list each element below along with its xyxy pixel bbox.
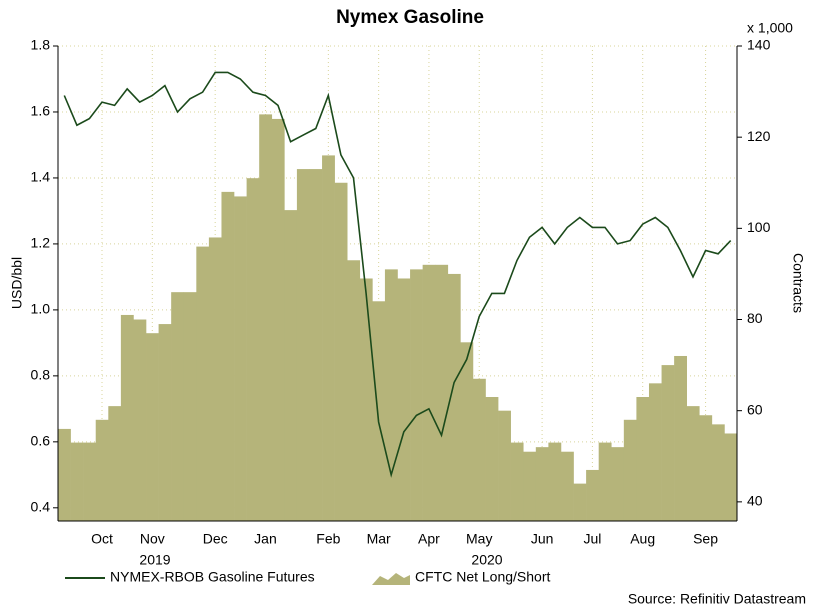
area-step [196, 246, 210, 522]
x-tick-label: Mar [367, 531, 391, 547]
y2-axis-label: Contracts [790, 253, 806, 313]
area-step [611, 447, 625, 521]
area-step [146, 333, 159, 521]
area-step [699, 415, 713, 521]
y2-unit-label: x 1,000 [747, 20, 793, 36]
area-step [435, 264, 449, 521]
area-step [447, 273, 461, 521]
area-step [523, 451, 537, 521]
y-tick-label: 1.4 [31, 169, 51, 185]
x-tick-label: May [466, 531, 492, 547]
legend-label: CFTC Net Long/Short [415, 569, 550, 585]
area-step [359, 278, 373, 521]
area-step [234, 196, 247, 521]
area-step [510, 442, 524, 521]
x-tick-label: Jan [254, 531, 277, 547]
area-step [372, 301, 386, 521]
area-step [422, 264, 436, 521]
area-step [271, 118, 285, 522]
y-tick-label: 0.8 [31, 367, 51, 383]
legend-label: NYMEX-RBOB Gasoline Futures [110, 569, 315, 585]
area-step [246, 178, 260, 521]
x-tick-label: Jun [531, 531, 554, 547]
area-step [384, 269, 398, 521]
line-series [63, 71, 732, 478]
area-step [95, 419, 109, 521]
area-step [208, 237, 222, 521]
area-step [133, 319, 147, 521]
area-step [83, 442, 97, 521]
area-step [296, 169, 310, 521]
area-step [347, 260, 361, 521]
y2-tick-label: 100 [747, 219, 771, 235]
y2-tick-label: 80 [747, 310, 763, 326]
y2-tick-label: 60 [747, 401, 763, 417]
year-label: 2019 [139, 552, 170, 568]
y2-tick-label: 40 [747, 493, 763, 509]
x-tick-label: Oct [91, 531, 113, 547]
x-tick-label: Apr [418, 531, 440, 547]
area-step [259, 114, 273, 522]
area-step [648, 383, 662, 521]
area-step [586, 469, 599, 521]
x-tick-label: Dec [203, 531, 228, 547]
area-step [183, 292, 197, 521]
area-step [472, 378, 486, 521]
area-step [322, 155, 335, 522]
area-step [598, 442, 612, 521]
x-tick-label: Jul [583, 531, 601, 547]
y-axis-label: USD/bbl [9, 257, 25, 309]
area-step [636, 397, 650, 521]
area-step [661, 365, 675, 521]
year-label: 2020 [471, 552, 502, 568]
y-tick-label: 1.6 [31, 103, 51, 119]
y2-tick-label: 120 [747, 128, 771, 144]
area-step [309, 169, 323, 521]
legend-swatch-area [372, 573, 410, 585]
x-tick-label: Sep [693, 531, 718, 547]
area-series [58, 114, 738, 522]
x-tick-label: Nov [140, 531, 165, 547]
area-step [548, 442, 562, 521]
area-step [498, 410, 511, 521]
y2-tick-label: 140 [747, 37, 771, 53]
area-step [70, 442, 84, 521]
area-step [158, 324, 172, 521]
area-step [108, 406, 122, 521]
area-step [711, 424, 725, 521]
y-tick-label: 0.4 [31, 499, 51, 515]
x-tick-label: Feb [316, 531, 340, 547]
area-step [560, 451, 574, 521]
area-step [334, 182, 348, 522]
area-step [623, 419, 637, 521]
area-step [284, 210, 298, 521]
area-step [460, 342, 474, 521]
area-step [535, 447, 549, 521]
y-tick-label: 1.0 [31, 301, 51, 317]
area-step [674, 355, 688, 521]
area-step [171, 292, 185, 521]
y-tick-label: 1.2 [31, 235, 51, 251]
area-step [410, 269, 423, 521]
chart-title: Nymex Gasoline [336, 7, 484, 28]
area-step [120, 314, 134, 521]
area-step [573, 483, 587, 521]
area-step [686, 406, 700, 521]
area-step [724, 433, 738, 521]
source-note: Source: Refinitiv Datastream [628, 591, 806, 607]
y-tick-label: 0.6 [31, 433, 51, 449]
y-tick-label: 1.8 [31, 37, 51, 53]
area-step [485, 397, 499, 521]
area-step [58, 428, 71, 521]
area-step [397, 278, 411, 521]
area-step [221, 191, 235, 521]
x-tick-label: Aug [630, 531, 655, 547]
